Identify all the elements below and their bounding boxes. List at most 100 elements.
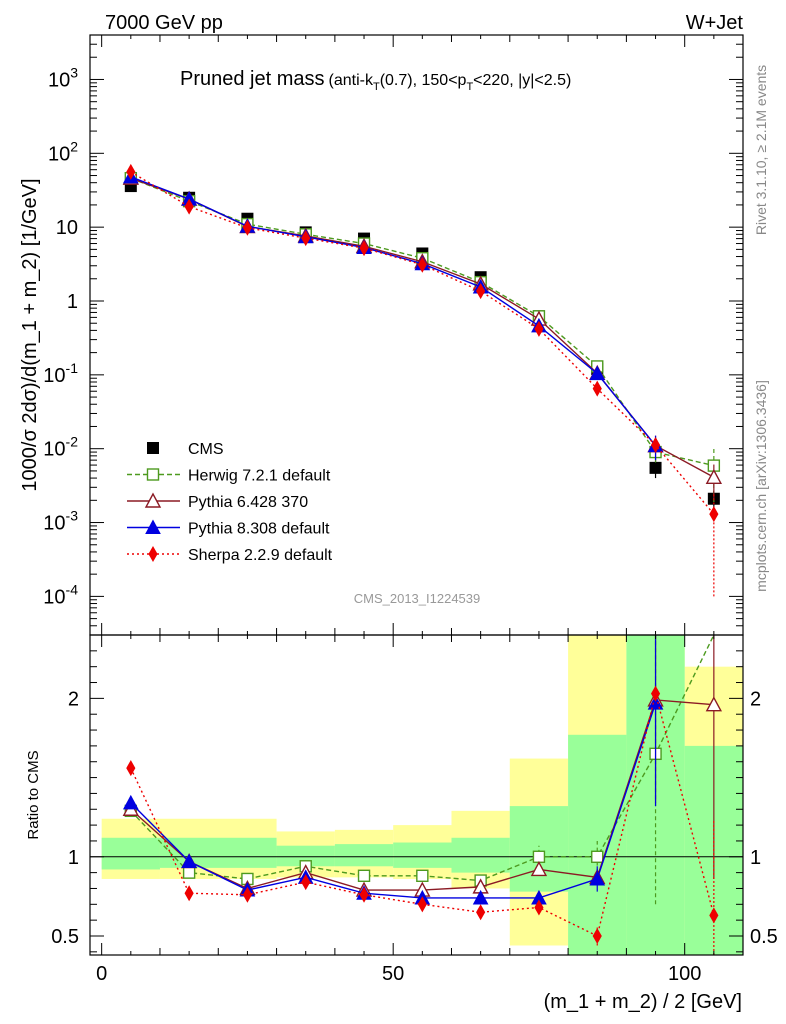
title-part-2: (0.7), 150<p — [380, 72, 467, 89]
ratio-point-sherpa-2-2-9-default-1 — [184, 885, 194, 902]
main-ytick-exp-6: 2 — [70, 138, 78, 154]
main-ytick-exp-2: -2 — [66, 434, 79, 450]
ratio-line-pythia-8-308-default — [130, 702, 657, 899]
legend-label-4: Sherpa 2.2.9 default — [188, 547, 333, 564]
main-point-sherpa-2-2-9-default-5 — [417, 256, 427, 273]
process-label: W+Jet — [686, 12, 744, 34]
ratio-point-sherpa-2-2-9-default-5 — [417, 896, 427, 913]
legend-marker-0 — [147, 442, 159, 454]
main-line-herwig-7-2-1-default — [130, 177, 715, 467]
ratio-point-sherpa-2-2-9-default-9 — [650, 685, 661, 702]
x-axis-label: (m_1 + m_2) / 2 [GeV] — [544, 991, 742, 1013]
main-ytick-label-0: 10-4 — [43, 581, 78, 608]
ratio-point-pythia-8-308-default-9 — [647, 695, 664, 710]
ratio-point-sherpa-2-2-9-default-7 — [534, 899, 544, 916]
ratio-point-pythia-6-428-370-10 — [705, 696, 723, 712]
energy-label: 7000 GeV pp — [105, 12, 223, 34]
legend-label-1: Herwig 7.2.1 default — [188, 468, 331, 485]
ratio-ytick-label-left-0.5: 0.5 — [51, 926, 79, 948]
ratio-point-pythia-8-308-default-0 — [122, 794, 139, 810]
title-sub-2: T — [466, 81, 473, 93]
main-ytick-exp-1: -3 — [66, 508, 79, 524]
mcplots-label: mcplots.cern.ch [arXiv:1306.3436] — [753, 380, 769, 592]
ratio-point-pythia-8-308-default-6 — [472, 889, 489, 905]
ratio-ytick-label-right-2: 2 — [750, 688, 761, 710]
main-point-sherpa-2-2-9-default-10 — [709, 506, 719, 523]
main-point-pythia-6-428-370-10 — [705, 468, 723, 484]
ratio-band-inner-7 — [568, 734, 627, 955]
x-tick-label-0: 0 — [96, 963, 107, 985]
ratio-ytick-label-right-0.5: 0.5 — [750, 926, 778, 948]
main-series-pythia-8-308-default — [122, 168, 664, 461]
main-ytick-exp-7: 3 — [70, 64, 78, 80]
main-ytick-exp-0: -4 — [66, 581, 79, 597]
ratio-line-sherpa-2-2-9-default — [130, 693, 715, 938]
ratio-point-pythia-8-308-default-1 — [181, 853, 197, 869]
ratio-band-inner-3 — [334, 844, 394, 867]
x-tick-label-100: 100 — [668, 963, 701, 985]
main-point-sherpa-2-2-9-default-1 — [184, 198, 194, 215]
main-y-axis-label: 1000/σ 2dσ)/d(m_1 + m_2) [1/GeV] — [19, 178, 41, 491]
main-ytick-label-5: 10 — [56, 217, 78, 239]
main-ytick-label-3: 10-1 — [43, 360, 78, 387]
ratio-ytick-label-left-2: 2 — [68, 688, 79, 710]
main-series-sherpa-2-2-9-default — [126, 163, 719, 597]
ratio-uncertainty-bands — [90, 635, 743, 955]
main-title: Pruned jet mass (anti-kT(0.7), 150<pT<220… — [180, 68, 571, 93]
ratio-band-inner-1 — [159, 837, 277, 868]
legend: CMS Herwig 7.2.1 default Pythia 6.428 370 P… — [127, 441, 333, 564]
ratio-ytick-label-right-1: 1 — [750, 847, 761, 869]
main-ytick-base-0: 10 — [43, 586, 65, 608]
ratio-band-inner-0 — [101, 837, 160, 870]
main-point-sherpa-2-2-9-default-2 — [242, 219, 252, 236]
main-ytick-exp-3: -1 — [66, 360, 79, 376]
ratio-point-herwig-7-2-1-default-4 — [357, 869, 371, 882]
legend-label-2: Pythia 6.428 370 — [188, 494, 308, 511]
main-point-cms-9 — [649, 461, 662, 474]
ratio-point-sherpa-2-2-9-default-10 — [709, 907, 719, 924]
ratio-point-sherpa-2-2-9-default-2 — [242, 886, 252, 903]
title-part-3: <220, |y|<2.5) — [473, 72, 571, 89]
legend-marker-3 — [145, 519, 161, 534]
title-main: Pruned jet mass — [180, 68, 325, 90]
main-series-cms — [124, 180, 720, 510]
legend-marker-2 — [144, 492, 162, 508]
legend-label-3: Pythia 8.308 default — [188, 521, 330, 538]
main-line-pythia-8-308-default — [130, 176, 657, 447]
main-point-sherpa-2-2-9-default-9 — [650, 437, 661, 454]
main-ytick-base-3: 10 — [43, 365, 65, 387]
ratio-point-sherpa-2-2-9-default-8 — [592, 927, 602, 944]
ratio-point-herwig-7-2-1-default-5 — [416, 869, 429, 882]
title-sub-1: T — [373, 81, 380, 93]
ratio-plot-marks — [122, 634, 723, 955]
main-line-sherpa-2-2-9-default — [130, 171, 715, 515]
legend-marker-1 — [146, 468, 160, 481]
main-point-sherpa-2-2-9-default-4 — [359, 240, 369, 257]
main-ytick-base-1: 10 — [43, 513, 65, 535]
main-ytick-label-7: 103 — [48, 64, 78, 91]
ratio-band-inner-6 — [509, 806, 569, 892]
main-plot-marks — [122, 163, 723, 597]
main-point-sherpa-2-2-9-default-0 — [126, 163, 136, 180]
ratio-y-axis-label: Ratio to CMS — [25, 750, 42, 839]
ratio-point-sherpa-2-2-9-default-0 — [126, 760, 136, 777]
x-tick-label-50: 50 — [382, 963, 404, 985]
main-point-sherpa-2-2-9-default-3 — [301, 230, 311, 247]
legend-marker-4 — [148, 545, 158, 563]
ratio-point-sherpa-2-2-9-default-6 — [476, 904, 486, 921]
main-ytick-base-7: 10 — [48, 69, 70, 91]
ratio-point-herwig-7-2-1-default-7 — [532, 850, 546, 863]
ratio-band-inner-2 — [276, 845, 335, 867]
analysis-watermark: CMS_2013_I1224539 — [354, 591, 481, 606]
ratio-point-sherpa-2-2-9-default-3 — [301, 874, 311, 891]
main-plot-frame — [89, 34, 744, 636]
main-ytick-base-2: 10 — [43, 439, 65, 461]
legend-label-0: CMS — [188, 441, 224, 458]
ratio-ytick-label-left-1: 1 — [68, 847, 79, 869]
title-part-1: (anti-k — [329, 72, 374, 89]
main-ytick-base-6: 10 — [48, 143, 70, 165]
main-point-sherpa-2-2-9-default-8 — [592, 380, 602, 397]
ratio-point-sherpa-2-2-9-default-4 — [359, 886, 369, 903]
ratio-point-herwig-7-2-1-default-8 — [591, 850, 604, 863]
